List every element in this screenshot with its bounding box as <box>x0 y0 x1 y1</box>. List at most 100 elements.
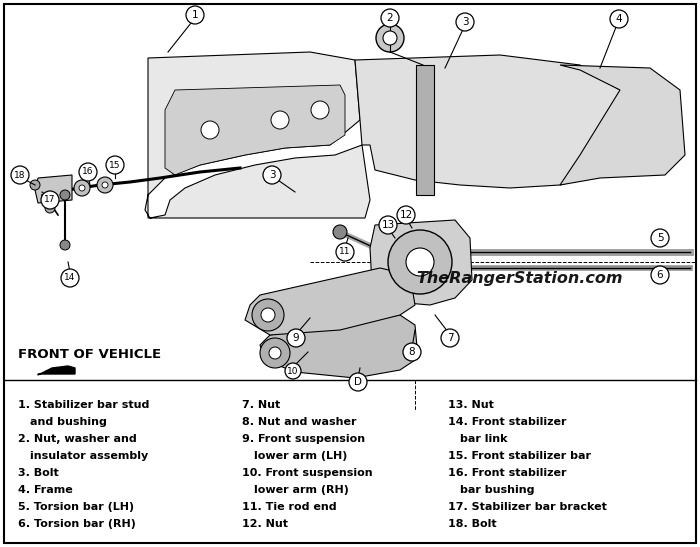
Circle shape <box>97 177 113 193</box>
Text: D: D <box>354 377 362 387</box>
Circle shape <box>79 163 97 181</box>
Text: 6: 6 <box>657 270 664 280</box>
Text: 17: 17 <box>44 195 56 205</box>
Text: 8. Nut and washer: 8. Nut and washer <box>242 417 356 427</box>
Text: 1. Stabilizer bar stud: 1. Stabilizer bar stud <box>18 400 149 410</box>
Polygon shape <box>370 220 472 305</box>
Text: bar bushing: bar bushing <box>460 485 535 495</box>
Text: 14. Front stabilizer: 14. Front stabilizer <box>448 417 566 427</box>
Text: 18: 18 <box>14 171 26 179</box>
Circle shape <box>336 243 354 261</box>
Bar <box>416 65 434 195</box>
Text: 2. Nut, washer and: 2. Nut, washer and <box>18 434 136 444</box>
Text: 3: 3 <box>462 17 468 27</box>
Text: 14: 14 <box>64 274 76 282</box>
Text: 18. Bolt: 18. Bolt <box>448 519 496 529</box>
Circle shape <box>651 229 669 247</box>
Circle shape <box>263 166 281 184</box>
Text: 5. Torsion bar (LH): 5. Torsion bar (LH) <box>18 502 134 512</box>
Circle shape <box>45 203 55 213</box>
Circle shape <box>456 13 474 31</box>
Text: 6. Torsion bar (RH): 6. Torsion bar (RH) <box>18 519 136 529</box>
Text: 17. Stabilizer bar bracket: 17. Stabilizer bar bracket <box>448 502 607 512</box>
Polygon shape <box>416 79 434 94</box>
Circle shape <box>201 121 219 139</box>
Circle shape <box>441 329 459 347</box>
Circle shape <box>381 9 399 27</box>
Text: 16: 16 <box>83 167 94 177</box>
Circle shape <box>11 166 29 184</box>
Polygon shape <box>260 315 418 378</box>
Circle shape <box>311 101 329 119</box>
Text: lower arm (RH): lower arm (RH) <box>254 485 349 495</box>
Polygon shape <box>416 137 434 152</box>
Circle shape <box>406 248 434 276</box>
Text: 13. Nut: 13. Nut <box>448 400 494 410</box>
Text: lower arm (LH): lower arm (LH) <box>254 451 347 461</box>
Text: 15: 15 <box>109 160 120 170</box>
Text: 12: 12 <box>400 210 412 220</box>
Text: 9: 9 <box>293 333 300 343</box>
Text: 4: 4 <box>616 14 622 24</box>
Text: 7. Nut: 7. Nut <box>242 400 280 410</box>
Circle shape <box>74 180 90 196</box>
Polygon shape <box>560 65 685 185</box>
Polygon shape <box>416 166 434 181</box>
Circle shape <box>403 343 421 361</box>
Circle shape <box>383 31 397 45</box>
Circle shape <box>269 347 281 359</box>
Circle shape <box>102 182 108 188</box>
Circle shape <box>610 10 628 28</box>
Circle shape <box>261 308 275 322</box>
Text: 12. Nut: 12. Nut <box>242 519 288 529</box>
Text: 5: 5 <box>657 233 664 243</box>
Text: 15. Front stabilizer bar: 15. Front stabilizer bar <box>448 451 591 461</box>
Polygon shape <box>355 55 625 188</box>
Text: 4. Frame: 4. Frame <box>18 485 73 495</box>
Circle shape <box>106 156 124 174</box>
Circle shape <box>379 216 397 234</box>
Text: 10: 10 <box>287 366 299 375</box>
Polygon shape <box>416 65 434 79</box>
Circle shape <box>349 373 367 391</box>
Circle shape <box>376 24 404 52</box>
Circle shape <box>252 299 284 331</box>
Circle shape <box>333 225 347 239</box>
Circle shape <box>61 269 79 287</box>
Circle shape <box>186 6 204 24</box>
Circle shape <box>651 266 669 284</box>
Text: TheRangerStation.com: TheRangerStation.com <box>416 271 623 287</box>
Text: 2: 2 <box>386 13 393 23</box>
Polygon shape <box>38 366 75 375</box>
Text: 9. Front suspension: 9. Front suspension <box>242 434 365 444</box>
Circle shape <box>60 240 70 250</box>
Circle shape <box>260 338 290 368</box>
Polygon shape <box>416 108 434 123</box>
Text: 11: 11 <box>340 247 351 257</box>
Polygon shape <box>416 123 434 137</box>
Circle shape <box>287 329 305 347</box>
Text: FRONT OF VEHICLE: FRONT OF VEHICLE <box>18 348 161 361</box>
Circle shape <box>79 185 85 191</box>
Text: and bushing: and bushing <box>30 417 107 427</box>
Text: 16. Front stabilizer: 16. Front stabilizer <box>448 468 566 478</box>
Text: 3. Bolt: 3. Bolt <box>18 468 59 478</box>
Polygon shape <box>416 181 434 195</box>
Text: 10. Front suspension: 10. Front suspension <box>242 468 372 478</box>
Text: 13: 13 <box>382 220 395 230</box>
Polygon shape <box>145 52 370 218</box>
Text: 1: 1 <box>192 10 198 20</box>
Circle shape <box>30 180 40 190</box>
Text: 3: 3 <box>269 170 275 180</box>
Circle shape <box>41 191 59 209</box>
Polygon shape <box>245 268 415 335</box>
Circle shape <box>285 363 301 379</box>
Polygon shape <box>35 175 72 203</box>
Text: bar link: bar link <box>460 434 508 444</box>
Text: insulator assembly: insulator assembly <box>30 451 148 461</box>
Polygon shape <box>165 85 345 175</box>
Text: 8: 8 <box>409 347 415 357</box>
Text: 11. Tie rod end: 11. Tie rod end <box>242 502 337 512</box>
Polygon shape <box>416 94 434 108</box>
Circle shape <box>60 190 70 200</box>
